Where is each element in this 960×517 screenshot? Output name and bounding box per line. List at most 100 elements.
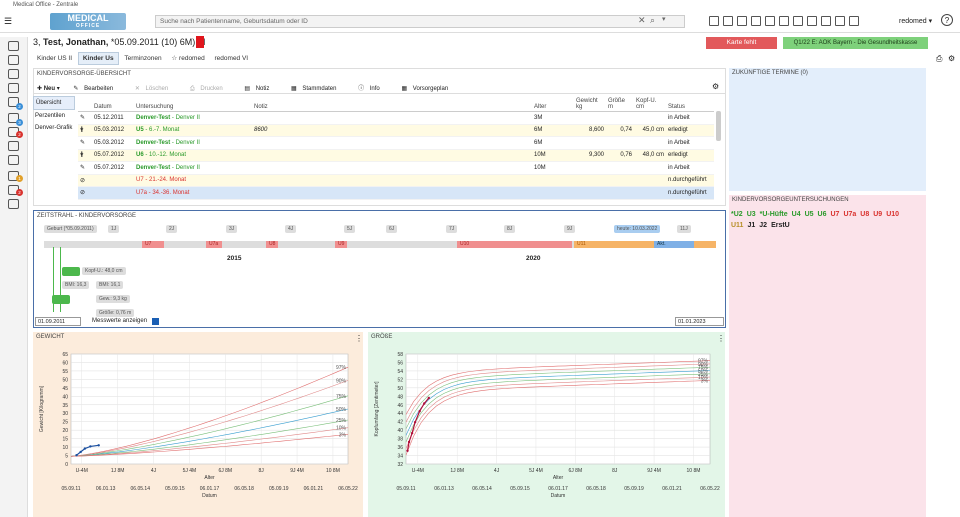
- print-button[interactable]: ⎙ Drucken: [189, 86, 223, 92]
- data-point[interactable]: [89, 445, 92, 448]
- data-point[interactable]: [83, 447, 87, 450]
- kvu-item[interactable]: J1: [747, 222, 756, 229]
- sidebar-truck-icon[interactable]: [8, 199, 19, 209]
- side-item-perzentilen[interactable]: Perzentilen: [35, 113, 66, 119]
- bar-u7[interactable]: U7: [142, 241, 164, 248]
- bar-u7a[interactable]: U7a: [206, 241, 222, 248]
- kvu-item[interactable]: U8: [860, 211, 870, 218]
- kvu-item[interactable]: U3: [746, 211, 756, 218]
- tab-redomed[interactable]: ☆ redomed: [171, 55, 205, 62]
- toolbar-comment-icon[interactable]: [821, 16, 831, 26]
- table-row[interactable]: ⊘ U7a - 34.-36. Monat n.durchgeführt: [78, 186, 714, 200]
- start-date-input[interactable]: 01.09.2011: [35, 317, 81, 326]
- data-point[interactable]: [407, 440, 411, 444]
- bar-u11[interactable]: U11: [574, 241, 656, 248]
- side-item-denver-grafik[interactable]: Denver-Grafik: [35, 125, 73, 131]
- sidebar-cloud-icon[interactable]: [8, 155, 19, 165]
- tab-redomed-vi[interactable]: redomed VI: [214, 55, 249, 62]
- toolbar-book-icon[interactable]: [765, 16, 775, 26]
- panel-settings-icon[interactable]: ⚙: [712, 82, 720, 91]
- bar-j2[interactable]: [694, 241, 716, 248]
- kvu-item[interactable]: J2: [759, 222, 768, 229]
- kvu-item[interactable]: *U-Hüfte: [759, 211, 788, 218]
- info-button[interactable]: ⓘ Info: [358, 86, 380, 92]
- height-menu-icon[interactable]: ⋮: [717, 334, 725, 343]
- table-scrollbar[interactable]: [716, 111, 721, 141]
- kvu-item[interactable]: ErstU: [771, 222, 790, 229]
- toolbar-grid-icon[interactable]: [849, 16, 859, 26]
- sidebar-notes-icon[interactable]: [8, 141, 19, 151]
- search-icon[interactable]: ⌕: [650, 15, 656, 25]
- sidebar-stethoscope-icon[interactable]: [8, 97, 19, 107]
- col-alter[interactable]: Alter: [532, 97, 574, 112]
- note-button[interactable]: ▤ Notiz: [244, 86, 270, 92]
- delete-button[interactable]: ✕ Löschen: [134, 86, 169, 92]
- bar-current[interactable]: Akt.: [654, 241, 694, 248]
- insurance-button[interactable]: Q1/22 E: AOK Bayern - Die Gesundheitskas…: [783, 37, 928, 49]
- sidebar-car-icon[interactable]: [8, 83, 19, 93]
- alert-flag[interactable]: [196, 36, 204, 48]
- data-point[interactable]: [406, 449, 409, 452]
- data-point[interactable]: [413, 421, 417, 424]
- col-untersuchung[interactable]: Untersuchung: [134, 97, 252, 112]
- measure-marker[interactable]: [62, 267, 80, 276]
- bar-u10[interactable]: U10: [457, 241, 572, 248]
- toolbar-calendar-icon[interactable]: [709, 16, 719, 26]
- kvu-item[interactable]: *U2: [731, 211, 743, 218]
- kvu-item[interactable]: U9: [873, 211, 883, 218]
- kvu-item[interactable]: U7: [830, 211, 840, 218]
- measure-marker[interactable]: [52, 295, 70, 304]
- end-date-input[interactable]: 01.01.2023: [675, 317, 724, 326]
- col-kopf[interactable]: Kopf-U. cm: [634, 97, 666, 112]
- bar-u8[interactable]: U8: [266, 241, 278, 248]
- data-point[interactable]: [427, 396, 430, 400]
- bar-u9[interactable]: U9: [335, 241, 347, 248]
- toolbar-bank-icon[interactable]: [751, 16, 761, 26]
- clear-search-icon[interactable]: ✕: [638, 15, 646, 25]
- col-notiz[interactable]: Notiz: [252, 97, 532, 112]
- table-row[interactable]: ✎ 05.07.2012 Denver-Test - Denver II 10M in …: [78, 161, 714, 175]
- toolbar-group-icon[interactable]: [737, 16, 747, 26]
- data-point[interactable]: [75, 454, 78, 457]
- toolbar-doc-icon[interactable]: [807, 16, 817, 26]
- edit-button[interactable]: ✎ Bearbeiten: [73, 86, 114, 92]
- data-point[interactable]: [410, 432, 414, 435]
- vorsorgeplan-button[interactable]: ▦ Vorsorgeplan: [401, 86, 449, 92]
- col-status[interactable]: Status: [666, 97, 714, 112]
- kvu-item[interactable]: U7a: [843, 211, 857, 218]
- kvu-item[interactable]: U10: [886, 211, 900, 218]
- table-row[interactable]: ✎ 05.03.2012 Denver-Test - Denver II 6M in A…: [78, 136, 714, 150]
- sidebar-card-icon[interactable]: [8, 55, 19, 65]
- sidebar-mail-icon[interactable]: [8, 69, 19, 79]
- hamburger-menu-icon[interactable]: ☰: [4, 16, 13, 26]
- kvu-item[interactable]: U6: [817, 211, 827, 218]
- chevron-down-icon[interactable]: ▾: [662, 16, 666, 23]
- col-groesse[interactable]: Größe m: [606, 97, 634, 112]
- col-gewicht[interactable]: Gewicht kg: [574, 97, 606, 112]
- toolbar-phone-icon[interactable]: [835, 16, 845, 26]
- measure-toggle-checkbox[interactable]: [152, 318, 159, 325]
- kvu-item[interactable]: U11: [731, 222, 744, 229]
- settings-icon[interactable]: ⚙: [948, 54, 956, 63]
- print-icon[interactable]: ⎙: [936, 54, 943, 63]
- data-point[interactable]: [79, 450, 82, 454]
- data-point[interactable]: [423, 402, 426, 405]
- user-menu[interactable]: redomed ▾: [899, 18, 933, 25]
- stammdaten-button[interactable]: ▦ Stammdaten: [291, 86, 337, 92]
- table-row[interactable]: 🛉 05.03.2012 U5 - 6.-7. Monat 8600 6M 8,600 0,…: [78, 124, 714, 137]
- toolbar-list-icon[interactable]: [793, 16, 803, 26]
- table-row[interactable]: ✎ 05.12.2011 Denver-Test - Denver II 3M in A…: [78, 111, 714, 125]
- kvu-item[interactable]: U5: [804, 211, 814, 218]
- data-point[interactable]: [418, 410, 421, 413]
- data-point[interactable]: [97, 444, 100, 447]
- new-button[interactable]: ✚ Neu ▾: [37, 86, 60, 92]
- sidebar-tools-icon[interactable]: [8, 113, 19, 123]
- tab-terminzonen[interactable]: Terminzonen: [124, 55, 162, 62]
- toolbar-form-icon[interactable]: [779, 16, 789, 26]
- col-datum[interactable]: Datum: [92, 97, 134, 112]
- weight-menu-icon[interactable]: ⋮: [355, 334, 363, 343]
- table-row[interactable]: 🛉 05.07.2012 U6 - 10.-12. Monat 10M 9,300 0,7…: [78, 149, 714, 162]
- table-row[interactable]: ⊘ U7 - 21.-24. Monat n.durchgeführt: [78, 174, 714, 187]
- help-icon[interactable]: ?: [941, 14, 953, 26]
- tab-kinder-us-ii[interactable]: Kinder US II: [37, 55, 73, 62]
